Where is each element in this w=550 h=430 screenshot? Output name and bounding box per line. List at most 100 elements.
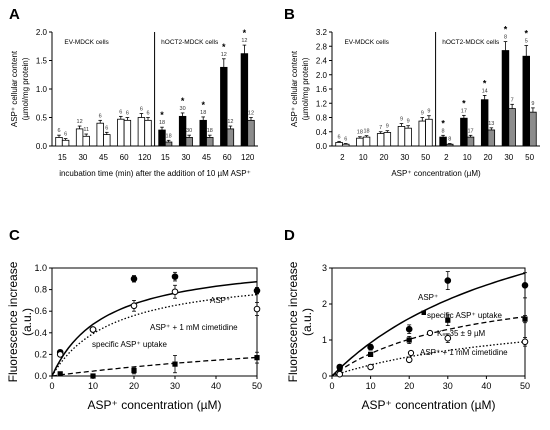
panel-a-n-label: 6 bbox=[64, 132, 67, 138]
panel-c-ytick-label: 0.0 bbox=[34, 371, 47, 381]
panel-b-n-label: 8 bbox=[448, 137, 451, 143]
panel-a-n-label: 6 bbox=[146, 111, 149, 117]
panel-a-bar bbox=[117, 118, 125, 147]
panel-a-bar bbox=[164, 141, 173, 147]
panel-c-ylabel: Fluorescence increase (a.u.) bbox=[6, 261, 34, 382]
panel-a-n-label: 11 bbox=[83, 127, 89, 133]
panel-letter-d: D bbox=[284, 227, 295, 244]
panel-a-n-label: 6 bbox=[105, 125, 108, 131]
panel-letter-c: C bbox=[9, 227, 20, 244]
panel-a-ytick-label: 2.0 bbox=[36, 28, 48, 37]
panel-a-category-label: 60 bbox=[120, 153, 129, 162]
panel-a-significance-star: * bbox=[201, 100, 205, 110]
panel-c-ylabel-line: Fluorescence increase bbox=[6, 261, 20, 382]
panel-b-bar bbox=[341, 143, 350, 147]
panel-c-ytick-label: 0.2 bbox=[34, 349, 47, 359]
panel-a-ylabel-line: (µmol/mg protein) bbox=[21, 57, 30, 120]
panel-a-ytick-label: 1.0 bbox=[36, 85, 48, 94]
panel-letter-b: B bbox=[284, 6, 295, 23]
panel-d-ytick-label: 0 bbox=[322, 371, 327, 381]
panel-c-ytick-label: 0.8 bbox=[34, 285, 47, 295]
panel-a-bar bbox=[96, 122, 104, 147]
panel-c-data-point bbox=[253, 287, 261, 294]
panel-b-ytick-label: 0.4 bbox=[316, 128, 328, 137]
panel-a-n-label: 18 bbox=[166, 133, 172, 139]
panel-b-n-label: 17 bbox=[461, 108, 467, 114]
panel-b-n-label: 13 bbox=[488, 121, 494, 127]
panel-a-category-label: 30 bbox=[181, 153, 190, 162]
panel-a-significance-star: * bbox=[160, 110, 164, 120]
panel-d-fit-curve bbox=[331, 316, 526, 377]
panel-b-category-label: 50 bbox=[421, 153, 430, 162]
panel-a-category-label: 15 bbox=[58, 153, 67, 162]
panel-b-n-label: 9 bbox=[531, 101, 534, 107]
panel-b-ytick-label: 1.6 bbox=[316, 85, 328, 94]
panel-a-significance-star: * bbox=[181, 96, 185, 106]
panel-b-bar bbox=[418, 120, 427, 147]
panel-b-category-label: 2 bbox=[340, 153, 345, 162]
panel-b-n-label: 14 bbox=[482, 88, 488, 94]
panel-b-bar bbox=[383, 132, 392, 147]
panel-b-n-label: 9 bbox=[427, 109, 430, 115]
panel-c-ytick-label: 1.0 bbox=[34, 263, 47, 273]
panel-b-n-label: 7 bbox=[379, 125, 382, 131]
panel-d-data-point bbox=[521, 338, 529, 346]
panel-b-ylabel-line: (µmol/mg protein) bbox=[301, 57, 310, 120]
panel-a-group-label: EV-MDCK cells bbox=[64, 39, 109, 46]
panel-b-category-label: 2 bbox=[444, 153, 449, 162]
panel-a-bar bbox=[247, 119, 255, 147]
panel-a-significance-star: * bbox=[222, 42, 226, 52]
panel-d-data-point bbox=[337, 366, 343, 372]
panel-d-series-label: ASP⁺ + 1 mM cimetidine bbox=[420, 348, 508, 357]
panel-c-data-point bbox=[254, 355, 260, 361]
panel-b-bar bbox=[529, 111, 537, 147]
panel-b-bar bbox=[439, 136, 447, 147]
panel-c-xtick-label: 50 bbox=[252, 381, 262, 391]
panel-d-data-point bbox=[368, 351, 374, 357]
panel-a-n-label: 30 bbox=[186, 128, 192, 134]
panel-d-data-point bbox=[522, 316, 528, 322]
panel-b-n-label: 9 bbox=[386, 124, 389, 130]
panel-d-xtick-label: 40 bbox=[481, 381, 491, 391]
panel-d-data-point bbox=[444, 334, 452, 342]
panel-b-category-label: 10 bbox=[359, 153, 368, 162]
panel-a-bar bbox=[123, 119, 132, 147]
panel-d-ylabel-line: Fluorescence increase bbox=[286, 261, 300, 382]
panel-b-category-label: 20 bbox=[484, 153, 493, 162]
panel-d-series-label: specific ASP⁺ uptake bbox=[427, 311, 502, 320]
panel-d-label-marker-open-circle bbox=[407, 349, 415, 357]
panel-b-category-label: 20 bbox=[380, 153, 389, 162]
panel-a-bar bbox=[55, 137, 63, 147]
panel-a-ylabel: ASP⁺ cellular content (µmol/mg protein) bbox=[10, 50, 30, 127]
panel-a-category-label: 120 bbox=[138, 153, 152, 162]
panel-b-category-label: 10 bbox=[463, 153, 472, 162]
panel-a-bar bbox=[158, 129, 166, 147]
panel-a-n-label: 12 bbox=[221, 52, 227, 58]
panel-b-bar bbox=[362, 136, 371, 147]
panel-a-ytick-label: 1.5 bbox=[36, 57, 48, 66]
panel-b-significance-star: * bbox=[462, 98, 466, 108]
panel-b-ylabel-line: ASP⁺ cellular content bbox=[290, 50, 299, 127]
panel-a-n-label: 6 bbox=[99, 113, 102, 119]
panel-a-category-label: 30 bbox=[78, 153, 87, 162]
panel-d-xlabel: ASP⁺ concentration (µM) bbox=[362, 398, 496, 412]
panel-b-bar bbox=[522, 55, 530, 147]
panel-c-xtick-label: 10 bbox=[88, 381, 98, 391]
panel-a-bar bbox=[199, 119, 207, 147]
panel-c-ytick-label: 0.4 bbox=[34, 328, 47, 338]
panel-b-ytick-label: 2.4 bbox=[316, 57, 328, 66]
panel-a-n-label: 12 bbox=[241, 38, 247, 44]
panel-b-n-label: 18 bbox=[363, 129, 369, 135]
panel-b-ytick-label: 1.2 bbox=[316, 99, 328, 108]
panel-a-bar bbox=[240, 53, 249, 147]
panel-d-data-point bbox=[336, 370, 344, 378]
panel-c-fit-curve bbox=[51, 356, 258, 377]
panel-a-bar bbox=[61, 139, 70, 147]
panel-d-data-point bbox=[444, 277, 452, 284]
panel-a-ytick-label: 0.0 bbox=[36, 142, 48, 151]
panel-b-significance-star: * bbox=[441, 118, 445, 128]
panel-d-plot-frame bbox=[331, 267, 526, 377]
panel-a-n-label: 6 bbox=[57, 128, 60, 134]
panel-a-bar bbox=[137, 117, 146, 147]
